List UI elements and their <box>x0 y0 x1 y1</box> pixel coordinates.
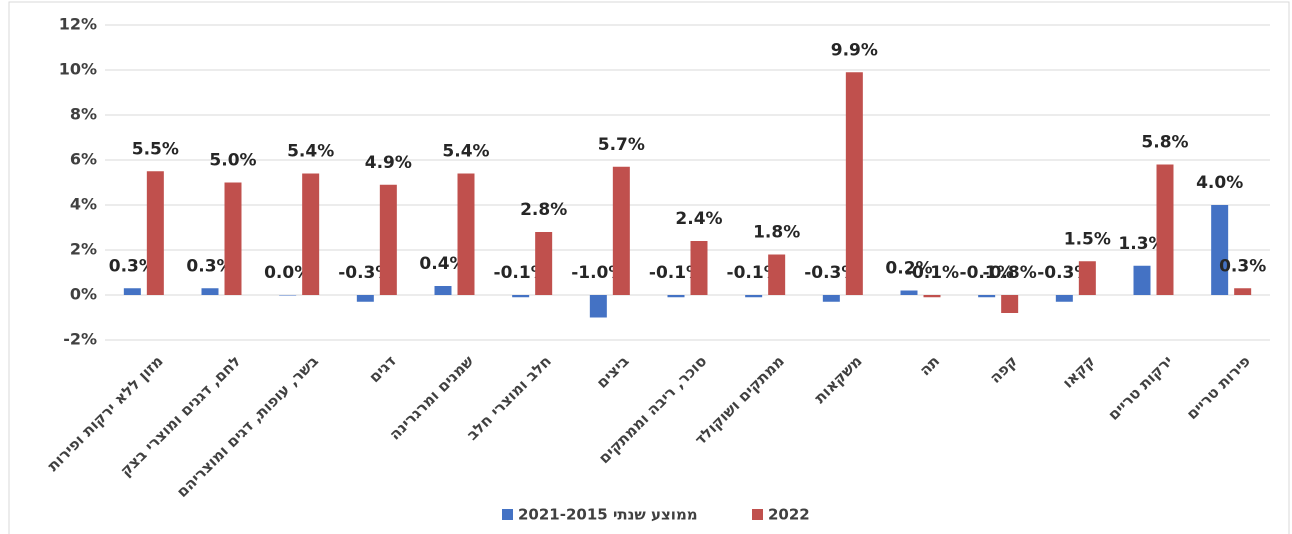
bar <box>1078 261 1096 295</box>
bar <box>201 288 219 295</box>
data-label: 5.8% <box>1141 133 1188 153</box>
legend-swatch <box>502 509 513 520</box>
data-label: -0.3% <box>338 263 392 283</box>
y-tick-label: 0% <box>70 285 97 304</box>
bar <box>589 295 607 318</box>
x-tick-label: בשר, עופות, דגים ומוצריהם <box>173 352 322 501</box>
bar <box>1211 205 1229 295</box>
bar <box>123 288 141 295</box>
bar <box>1133 265 1151 295</box>
data-label: -0.1% <box>494 263 548 283</box>
data-label: -0.1% <box>649 263 703 283</box>
x-tick-label: תה <box>916 352 943 379</box>
data-label: -0.3% <box>804 263 858 283</box>
data-label: 2.8% <box>520 200 567 220</box>
data-label: 1.8% <box>753 223 800 243</box>
data-label: 5.5% <box>132 139 179 159</box>
bar <box>512 295 530 298</box>
bar <box>845 72 863 295</box>
bar <box>1055 295 1073 302</box>
y-tick-label: -2% <box>63 330 97 349</box>
y-tick-label: 8% <box>70 105 97 124</box>
legend-swatch <box>752 509 763 520</box>
legend-label: ממוצע שנתי 2021-2015 <box>518 506 698 524</box>
data-label: 0.4% <box>419 254 466 274</box>
x-tick-label: ביצים <box>593 352 633 392</box>
legend-label: 2022 <box>768 506 810 524</box>
data-label: 2.4% <box>675 209 722 229</box>
bar <box>745 295 763 298</box>
data-label: 0.0% <box>264 263 311 283</box>
y-tick-label: 2% <box>70 240 97 259</box>
data-label: 5.7% <box>598 135 645 155</box>
data-label: 0.3% <box>186 256 233 276</box>
data-label: 1.5% <box>1064 229 1111 249</box>
data-label: -0.1% <box>905 263 959 283</box>
bar <box>457 173 475 295</box>
data-label: -0.8% <box>983 263 1037 283</box>
data-label: 5.4% <box>287 142 334 162</box>
x-tick-label: ירקות טריים <box>1104 352 1176 424</box>
bar <box>923 295 941 298</box>
bar <box>667 295 685 298</box>
data-label: 0.3% <box>109 256 156 276</box>
data-label: 5.4% <box>442 142 489 162</box>
data-label: 5.0% <box>209 151 256 171</box>
x-tick-label: קקאו <box>1059 352 1099 392</box>
bar <box>768 254 786 295</box>
bar <box>535 232 553 295</box>
chart-frame <box>8 1 1290 534</box>
bar <box>434 286 452 295</box>
bar <box>978 295 996 298</box>
data-label: -0.1% <box>727 263 781 283</box>
bar <box>690 241 708 295</box>
bar <box>612 166 630 295</box>
data-label: -1.0% <box>571 263 625 283</box>
bar <box>1156 164 1174 295</box>
bar <box>146 171 164 295</box>
data-label: 9.9% <box>831 40 878 60</box>
bar <box>224 182 242 295</box>
data-label: 1.3% <box>1118 234 1165 254</box>
y-tick-label: 4% <box>70 195 97 214</box>
bar <box>279 295 297 296</box>
x-tick-label: פירות טריים <box>1183 352 1254 423</box>
data-label: 4.9% <box>365 153 412 173</box>
data-label: 4.0% <box>1196 173 1243 193</box>
y-tick-label: 10% <box>59 60 97 79</box>
bar <box>379 184 397 295</box>
x-tick-label: דגים <box>365 352 399 386</box>
bar <box>822 295 840 302</box>
y-tick-label: 6% <box>70 150 97 169</box>
x-tick-label: משקאות <box>811 352 866 407</box>
bar <box>1001 295 1019 313</box>
data-label: 0.2% <box>885 259 932 279</box>
x-tick-label: חלב ומוצרי חלב <box>463 352 555 444</box>
data-label: 0.3% <box>1219 256 1266 276</box>
bar <box>1234 288 1252 295</box>
y-tick-label: 12% <box>59 15 97 34</box>
data-label: -0.3% <box>1037 263 1091 283</box>
x-tick-label: קפה <box>986 352 1021 387</box>
bar <box>900 290 918 295</box>
bar <box>356 295 374 302</box>
data-label: -0.1% <box>960 263 1014 283</box>
bar <box>302 173 320 295</box>
